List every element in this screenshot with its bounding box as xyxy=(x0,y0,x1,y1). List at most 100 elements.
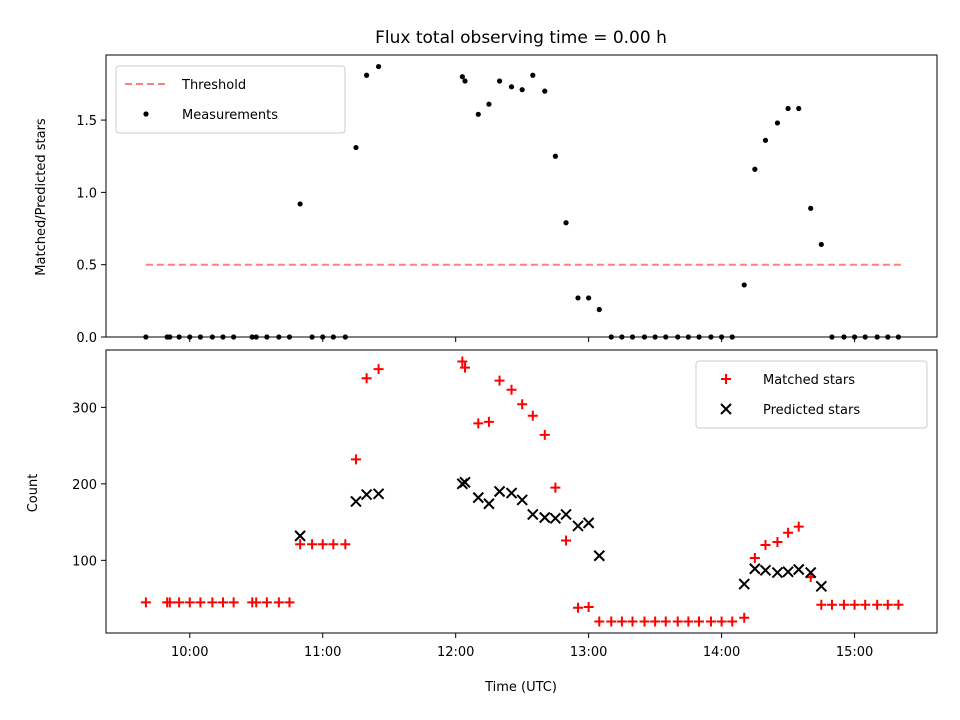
matched-star-point xyxy=(539,429,550,440)
bottom-axes-frame xyxy=(105,349,938,634)
top-axes-frame xyxy=(105,54,938,338)
legend-predicted-swatch xyxy=(720,403,732,415)
matched-star-point xyxy=(860,599,871,610)
matched-star-point xyxy=(872,599,883,610)
matched-star-point xyxy=(727,616,738,627)
measurement-point xyxy=(253,334,259,340)
matched-star-point xyxy=(826,599,837,610)
top-y-ticks: 0.0 0.5 1.0 1.5 xyxy=(76,114,106,346)
predicted-star-point xyxy=(582,517,595,529)
predicted-star-point xyxy=(360,488,373,501)
measurement-point xyxy=(818,241,824,248)
measurement-point xyxy=(342,334,348,340)
measurement-point xyxy=(264,334,270,340)
x-tick-label: 14:00 xyxy=(703,645,740,660)
predicted-star-point xyxy=(539,511,551,524)
predicted-star-point xyxy=(793,563,805,576)
top-y-tick-label: 1.5 xyxy=(76,114,97,129)
measurement-point xyxy=(829,334,835,340)
measurement-point xyxy=(729,334,735,340)
measurement-point xyxy=(895,334,902,340)
matched-star-point xyxy=(838,599,849,610)
top-y-tick-label: 1.0 xyxy=(76,186,97,201)
matched-star-point xyxy=(174,597,185,608)
matched-star-point xyxy=(251,597,262,608)
matched-star-point xyxy=(373,364,384,375)
measurement-point xyxy=(330,334,336,340)
matched-star-point xyxy=(517,399,528,410)
measurement-point xyxy=(231,334,237,340)
legend-measurements-label: Measurements xyxy=(182,108,278,123)
x-tick-label: 11:00 xyxy=(304,645,341,660)
measurement-point xyxy=(459,74,465,80)
matched-star-point xyxy=(749,553,760,564)
matched-star-point xyxy=(606,616,617,627)
matched-star-point xyxy=(483,416,494,427)
matched-star-point xyxy=(882,599,893,610)
matched-star-point xyxy=(459,362,470,373)
matched-star-point xyxy=(228,597,239,608)
x-tick-label: 13:00 xyxy=(570,645,607,660)
matched-star-point xyxy=(793,521,804,532)
bottom-legend: Matched stars Predicted stars xyxy=(695,360,928,429)
predicted-star-point xyxy=(459,476,471,489)
measurement-point xyxy=(874,334,880,340)
predicted-star-point xyxy=(493,485,506,498)
x-tick-label: 15:00 xyxy=(836,645,873,660)
measurement-point xyxy=(885,334,891,340)
measurement-point xyxy=(608,334,614,340)
measurement-point xyxy=(752,166,758,172)
matched-star-point xyxy=(140,597,151,608)
predicted-star-point xyxy=(372,488,385,500)
matched-star-point xyxy=(218,597,229,608)
matched-star-point xyxy=(573,602,584,613)
matched-star-point xyxy=(350,454,361,465)
matched-star-point xyxy=(683,616,694,627)
measurement-point xyxy=(353,144,359,151)
measurement-point xyxy=(629,334,636,340)
measurement-point xyxy=(663,334,669,340)
measurement-point xyxy=(486,101,492,107)
measurement-point xyxy=(619,334,625,340)
measurement-point xyxy=(364,72,370,78)
matched-star-point xyxy=(561,535,572,546)
predicted-star-point xyxy=(771,566,784,579)
matched-star-point xyxy=(184,597,195,608)
matched-star-point xyxy=(307,539,318,550)
matched-star-point xyxy=(650,616,661,627)
measurement-point xyxy=(762,137,769,143)
measurement-point xyxy=(309,334,315,340)
matched-star-point xyxy=(716,616,727,627)
predicted-star-point xyxy=(516,494,528,506)
top-y-axis-label: Matched/Predicted stars xyxy=(34,118,49,276)
matched-star-point xyxy=(340,539,351,550)
measurement-point xyxy=(696,334,702,340)
measurement-point xyxy=(197,334,204,340)
legend-predicted-label: Predicted stars xyxy=(763,403,860,418)
measurement-point xyxy=(808,205,814,211)
matched-star-point xyxy=(207,597,218,608)
measurement-point xyxy=(167,334,173,340)
measurement-point xyxy=(542,88,548,94)
measurement-point xyxy=(552,153,559,159)
measurement-point xyxy=(375,63,382,70)
chart-title: Flux total observing time = 0.00 h xyxy=(375,28,667,48)
predicted-star-point xyxy=(294,530,306,542)
predicted-star-point xyxy=(527,508,539,521)
top-y-tick-label: 0.5 xyxy=(76,259,97,274)
matched-star-point xyxy=(527,410,538,421)
measurement-point xyxy=(176,334,182,340)
matched-star-point xyxy=(550,482,561,493)
measurement-point xyxy=(741,282,747,288)
legend-matched-swatch xyxy=(721,374,731,384)
predicted-star-point xyxy=(472,491,484,504)
matched-star-point xyxy=(164,597,175,608)
count-panel: Count 100 200 300 Matched stars Predicted s… xyxy=(26,349,938,634)
measurement-point xyxy=(586,295,592,301)
measurement-point xyxy=(708,334,714,340)
x-tick-label: 12:00 xyxy=(437,645,474,660)
measurement-point xyxy=(596,306,602,313)
measurement-point xyxy=(496,78,503,84)
measurement-point xyxy=(796,105,802,112)
